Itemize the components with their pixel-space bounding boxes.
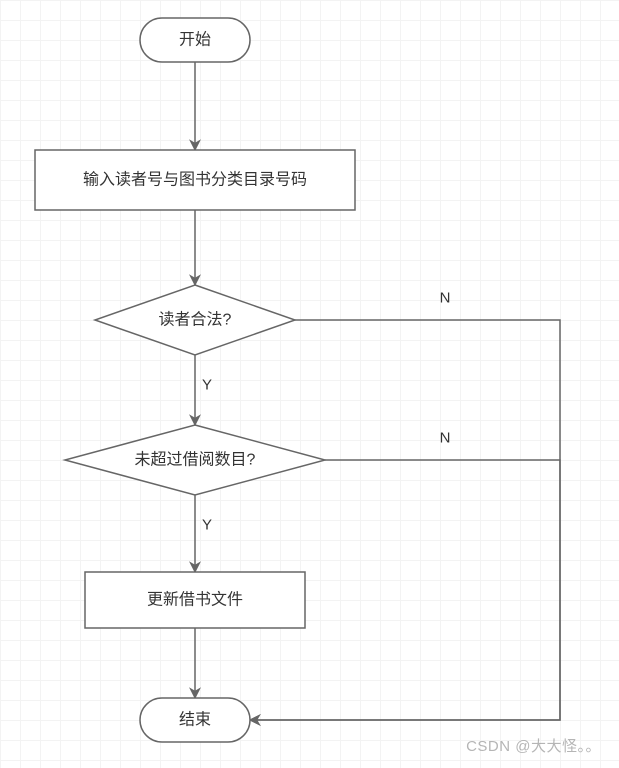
node-label-end: 结束 xyxy=(179,711,211,729)
node-dec1: 读者合法? xyxy=(95,285,295,355)
node-label-update: 更新借书文件 xyxy=(147,591,243,609)
node-label-dec2: 未超过借阅数目? xyxy=(135,451,256,469)
edge-label-dec1-dec2: Y xyxy=(202,377,212,394)
node-start: 开始 xyxy=(140,18,250,62)
node-update: 更新借书文件 xyxy=(85,572,305,628)
edge-label-dec1-end: N xyxy=(440,290,451,307)
edge-label-dec2-update: Y xyxy=(202,517,212,534)
node-label-dec1: 读者合法? xyxy=(159,311,232,329)
node-dec2: 未超过借阅数目? xyxy=(65,425,325,495)
edge-dec1-end xyxy=(250,320,560,720)
node-end: 结束 xyxy=(140,698,250,742)
node-label-input: 输入读者号与图书分类目录号码 xyxy=(83,171,307,189)
node-label-start: 开始 xyxy=(179,31,211,49)
flowchart-canvas: 开始输入读者号与图书分类目录号码读者合法? 未超过借阅数目? 更新借书文件结束 Y Y… xyxy=(0,0,619,768)
edge-label-dec2-end: N xyxy=(440,430,451,447)
node-input: 输入读者号与图书分类目录号码 xyxy=(35,150,355,210)
